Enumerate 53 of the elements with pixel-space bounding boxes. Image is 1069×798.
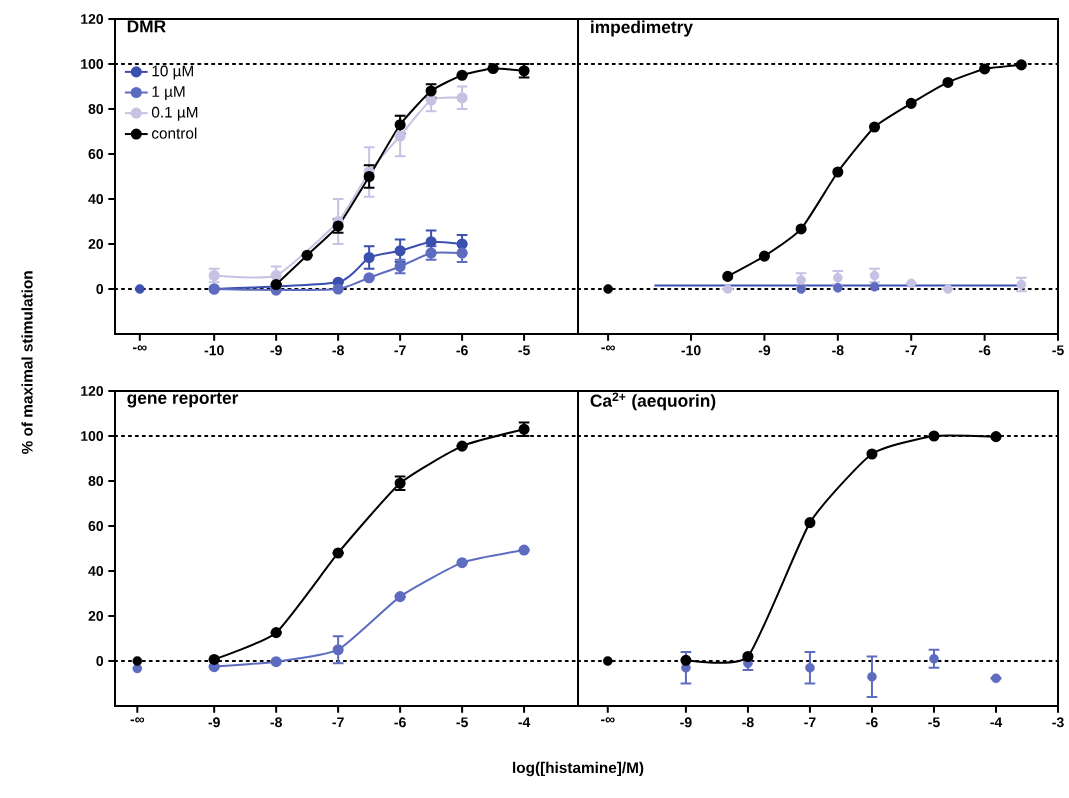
x-tick-label: -7	[332, 717, 344, 727]
x-tick-label: -∞	[601, 345, 615, 351]
legend-label: 0.1 µM	[151, 106, 198, 121]
y-tick-label: 100	[81, 59, 104, 69]
y-tick-label: 60	[88, 149, 104, 159]
x-tick-label: -5	[928, 717, 940, 728]
y-tick-label: 20	[88, 611, 104, 621]
x-tick-label: -9	[680, 717, 692, 728]
x-tick-label: -4	[990, 717, 1003, 727]
x-tick-label: -8	[742, 717, 754, 728]
y-tick-label: 20	[88, 239, 104, 249]
x-tick-label: -8	[832, 345, 844, 356]
y-tick-label: 0	[96, 284, 104, 294]
y-tick-label: 60	[88, 521, 104, 531]
x-tick-label: -6	[456, 345, 468, 356]
y-tick-label: 80	[88, 476, 104, 486]
x-tick-label: -3	[1052, 717, 1064, 728]
x-tick-label: -5	[456, 717, 468, 728]
x-tick-label: -6	[394, 717, 406, 728]
x-tick-label: -6	[866, 717, 878, 728]
x-tick-label: -∞	[133, 345, 147, 351]
x-tick-label: -8	[270, 717, 282, 728]
x-tick-label: -7	[905, 345, 917, 355]
x-tick-label: -9	[758, 345, 771, 356]
chart-title: gene reporter	[127, 392, 239, 408]
x-tick-label: -7	[394, 345, 406, 355]
x-tick-label: -∞	[130, 717, 145, 723]
y-tick-label: 0	[96, 656, 104, 666]
x-tick-label: -8	[332, 345, 344, 356]
legend-label: 1 µM	[152, 86, 185, 100]
y-tick-label: 40	[88, 194, 104, 204]
x-tick-label: -4	[518, 717, 531, 727]
y-tick-label: 120	[81, 14, 104, 24]
x-tick-label: -9	[208, 717, 220, 728]
x-tick-label: -∞	[601, 717, 615, 723]
y-tick-label: 100	[81, 431, 104, 441]
y-tick-label: 120	[81, 386, 104, 396]
x-tick-label: -10	[681, 345, 701, 356]
x-tick-label: -10	[204, 345, 224, 356]
x-tick-label: -6	[978, 345, 991, 356]
legend-label: control	[151, 127, 197, 139]
x-axis-title: log([histamine]/M)	[513, 761, 644, 777]
x-tick-label: -9	[270, 345, 282, 356]
chart-title: DMR	[127, 20, 166, 33]
x-tick-label: -7	[804, 717, 816, 727]
y-tick-label: 40	[88, 566, 104, 576]
legend-label: 10 µM	[152, 65, 193, 80]
chart-title: Ca$^{2+}$ (aequorin)	[590, 392, 716, 411]
y-tick-label: 80	[88, 104, 104, 114]
y-axis-title: % of maximal stimulation	[21, 271, 33, 454]
x-tick-label: -5	[1052, 345, 1064, 356]
x-tick-label: -5	[518, 345, 530, 356]
chart-title: impedimetry	[591, 20, 693, 37]
